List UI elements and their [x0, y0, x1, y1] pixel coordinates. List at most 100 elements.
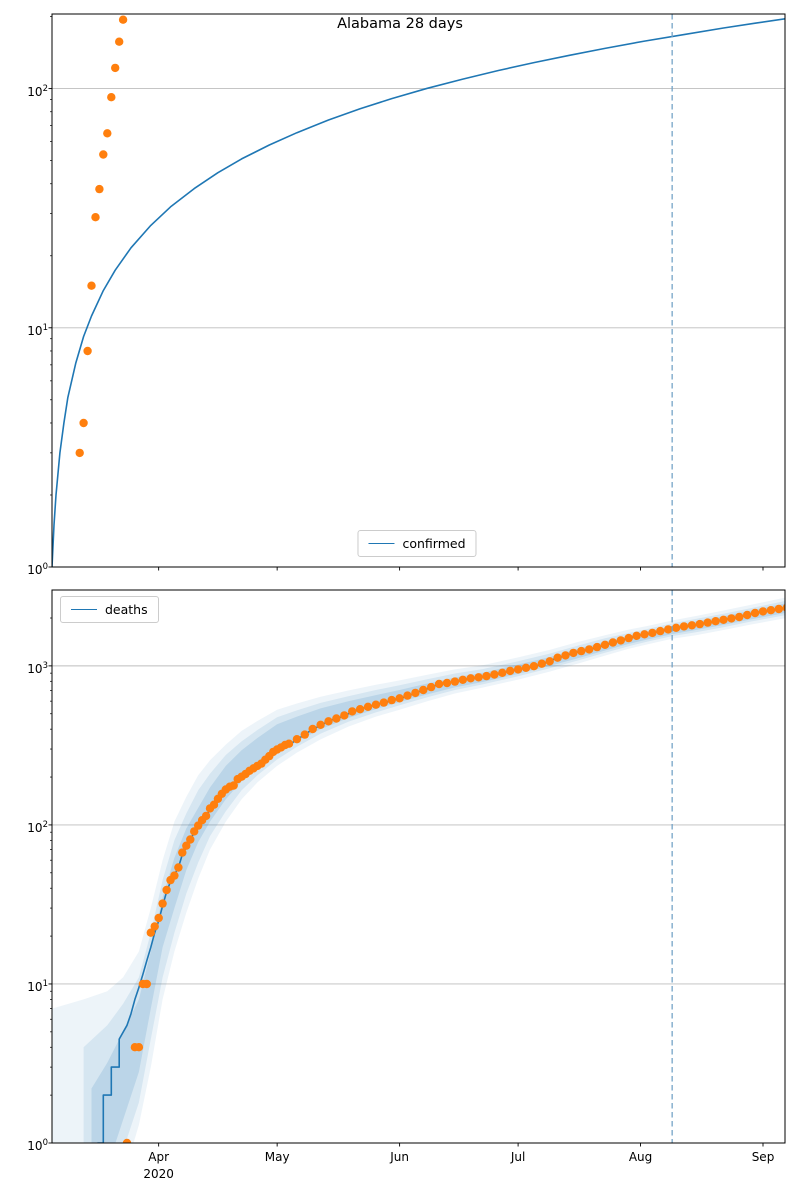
data-dot	[577, 646, 586, 656]
y-tick-label: 102	[27, 83, 48, 99]
data-dot	[687, 621, 697, 630]
data-dot	[758, 607, 768, 616]
y-tick-label: 100	[27, 562, 48, 577]
data-dot	[118, 15, 128, 24]
data-dot	[201, 811, 211, 821]
data-dot	[379, 698, 388, 707]
x-tick-label: Sep	[751, 1150, 775, 1164]
data-dot	[292, 735, 302, 744]
data-dot	[170, 871, 179, 880]
axes-spines	[51, 589, 786, 1144]
x-tick-label: Aug	[628, 1150, 653, 1164]
data-dot	[419, 685, 428, 695]
data-dot	[482, 671, 491, 681]
data-dot	[122, 1138, 132, 1143]
data-dot	[87, 281, 96, 290]
data-dot	[553, 653, 562, 662]
data-dot	[624, 633, 633, 643]
y-tick-label: 100	[27, 1138, 48, 1153]
data-dot	[158, 899, 167, 908]
data-dot	[569, 648, 578, 658]
data-dot	[529, 662, 539, 671]
y-tick-label: 101	[27, 978, 48, 994]
data-dot	[427, 682, 436, 692]
data-dot	[371, 700, 381, 709]
legend-line-sample	[71, 609, 97, 610]
data-dot	[79, 418, 88, 428]
data-dot	[592, 642, 602, 652]
data-dot	[146, 928, 155, 937]
data-dot	[490, 670, 499, 679]
data-dot	[506, 666, 515, 676]
data-dot	[115, 37, 124, 46]
data-dot	[695, 619, 704, 629]
data-dot	[178, 848, 187, 857]
data-dot	[513, 665, 523, 674]
data-dot	[664, 625, 673, 634]
data-dot	[434, 679, 444, 689]
legend-line-sample	[368, 543, 395, 544]
data-dot	[656, 626, 665, 636]
confidence-band-middle	[83, 601, 785, 1143]
data-dot	[671, 623, 681, 632]
data-dot	[750, 608, 760, 618]
chart-title: Alabama 28 days	[337, 16, 463, 32]
data-dot	[324, 717, 333, 726]
data-dot	[150, 922, 159, 931]
plot-area-deaths	[52, 597, 785, 1143]
data-dot	[107, 93, 116, 102]
data-dot	[111, 63, 120, 73]
data-dot	[162, 885, 171, 895]
data-dot	[450, 677, 460, 686]
data-dot	[75, 448, 84, 458]
x-tick-label: Jun	[390, 1150, 409, 1164]
data-dot	[103, 129, 112, 138]
data-dot	[134, 1043, 144, 1052]
data-dot	[719, 615, 728, 624]
data-dot	[355, 705, 365, 714]
legend-deaths: deaths	[60, 596, 159, 623]
data-dot	[387, 695, 396, 705]
confirmed-model	[52, 18, 785, 567]
data-dot	[174, 863, 183, 872]
confidence-band-outer	[52, 597, 785, 1143]
legend-label-deaths: deaths	[105, 602, 148, 617]
data-dot	[679, 622, 689, 631]
data-dot	[186, 835, 195, 844]
data-dot	[154, 913, 163, 923]
data-dot	[648, 628, 657, 638]
data-dot	[300, 730, 309, 739]
confidence-band-inner	[91, 603, 785, 1143]
data-dot	[774, 604, 783, 614]
data-dot	[545, 657, 554, 666]
data-dot	[561, 651, 570, 660]
x-tick-label: Jul	[510, 1150, 526, 1164]
data-dot	[411, 688, 420, 698]
data-dot	[735, 612, 744, 622]
data-dot	[640, 630, 649, 639]
data-dot	[284, 739, 294, 748]
data-dot	[632, 631, 641, 640]
data-dot	[142, 979, 151, 989]
data-dot	[403, 691, 412, 700]
data-dot	[182, 841, 191, 850]
data-dot	[782, 603, 785, 612]
data-dot	[616, 636, 625, 645]
data-dot	[95, 184, 104, 194]
data-dot	[521, 663, 531, 672]
legend-confirmed: confirmed	[357, 530, 477, 557]
data-dot	[99, 150, 108, 159]
y-tick-label: 102	[27, 819, 48, 835]
data-dot	[743, 610, 752, 620]
data-dot	[585, 645, 594, 654]
data-dot	[340, 711, 349, 720]
data-dot	[332, 714, 341, 723]
data-dot	[727, 614, 736, 623]
axes-spines	[51, 13, 786, 568]
data-dot	[711, 617, 720, 626]
data-dot	[466, 674, 475, 683]
data-dot	[348, 707, 357, 716]
x-tick-label: Apr 2020	[143, 1150, 174, 1181]
